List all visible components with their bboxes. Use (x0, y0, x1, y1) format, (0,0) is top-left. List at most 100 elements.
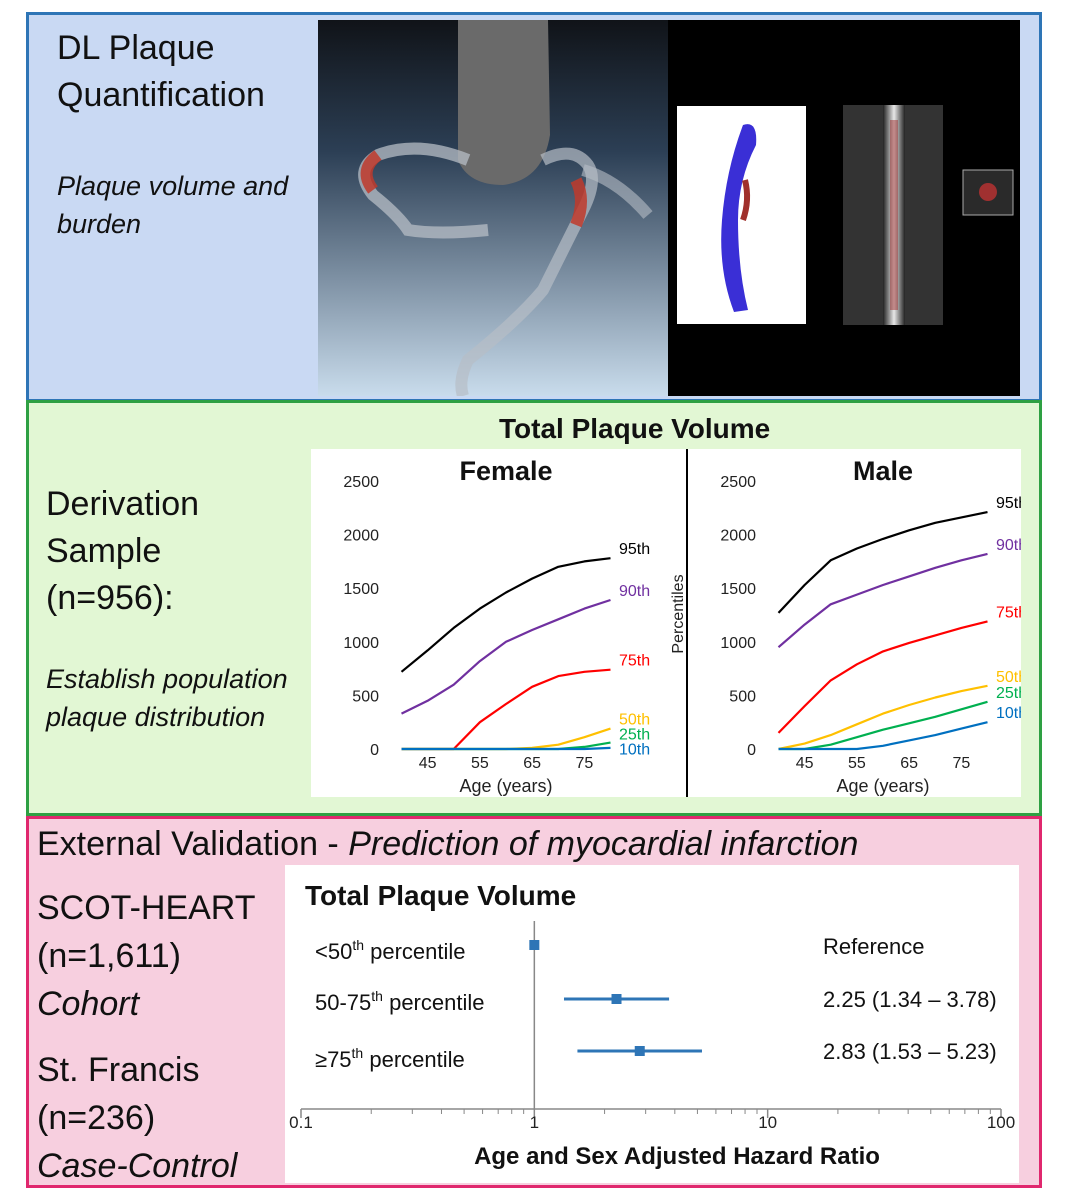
panel2-sub-line2: plaque distribution (46, 702, 266, 732)
percentile-chart-title: Total Plaque Volume (499, 413, 771, 444)
panel2-heading-line2: Sample (46, 532, 162, 570)
forest-row-label: ≥75th percentile (315, 1045, 465, 1072)
series-label-25th: 25th (996, 685, 1021, 702)
y-tick-label: 2000 (343, 528, 379, 545)
x-tick-label: 55 (471, 755, 489, 772)
x-tick-label: 65 (900, 755, 918, 772)
series-label-50th: 50th (619, 712, 650, 729)
vessel-lumen-shape (721, 124, 757, 313)
series-label-75th: 75th (619, 653, 650, 670)
series-line-50th (401, 727, 611, 751)
y-axis-label: Percentiles (670, 574, 687, 653)
cohort1-line3: Cohort (37, 985, 140, 1023)
forest-tick-label: 100 (987, 1113, 1015, 1132)
y-tick-label: 1500 (720, 581, 756, 598)
series-line-90th (401, 598, 611, 715)
series-line-95th (400, 557, 611, 673)
x-tick-label: 75 (576, 755, 594, 772)
x-tick-label: 45 (419, 755, 437, 772)
forest-point-marker (611, 994, 622, 1004)
panel-derivation: Derivation Sample (n=956): Establish pop… (26, 400, 1064, 816)
panel1-subtitle-line2: burden (57, 209, 142, 239)
coronary-ct-render-image (318, 20, 1020, 398)
cohort2-line2: (n=236) (37, 1099, 156, 1137)
x-axis-label: Age (years) (459, 776, 552, 796)
forest-tick-label: 0.1 (289, 1113, 313, 1132)
series-label-10th: 10th (619, 742, 650, 759)
x-tick-label: 65 (523, 755, 541, 772)
series-label-95th: 95th (996, 495, 1021, 512)
series-label-90th: 90th (619, 583, 650, 600)
forest-x-axis-label: Age and Sex Adjusted Hazard Ratio (474, 1143, 880, 1170)
series-line-25th (778, 700, 988, 751)
forest-point-marker (634, 1046, 645, 1056)
panel1-title-line2: Quantification (57, 76, 265, 114)
x-axis-label: Age (years) (836, 776, 929, 796)
panel-external-validation: External Validation - Prediction of myoc… (26, 816, 1042, 1188)
cohort1-line1: SCOT-HEART (37, 889, 256, 927)
validation-title: External Validation - Prediction of myoc… (37, 825, 858, 864)
y-tick-label: 1500 (343, 581, 379, 598)
x-tick-label: 55 (848, 755, 866, 772)
y-tick-label: 2000 (720, 528, 756, 545)
series-label-75th: 75th (996, 604, 1021, 621)
aorta-shape (458, 20, 550, 185)
right-artery-shape (455, 147, 598, 398)
y-tick-label: 2500 (343, 474, 379, 491)
right-branch-shape (581, 164, 653, 219)
series-label-10th: 10th (996, 705, 1021, 722)
forest-point-marker (529, 940, 540, 950)
y-tick-label: 500 (352, 688, 379, 705)
x-tick-label: 75 (953, 755, 971, 772)
right-plaque-segment (570, 177, 587, 228)
validation-title-plain: External Validation - (37, 825, 349, 863)
validation-title-italic: Prediction of myocardial infarction (348, 825, 859, 863)
panel1-subtitle-line1: Plaque volume and (57, 171, 289, 201)
y-tick-label: 2500 (720, 474, 756, 491)
panel-dl-quantification: DL Plaque Quantification Plaque volume a… (26, 12, 1042, 402)
cross-section-plaque (979, 183, 997, 201)
percentile-chart-male: Male 0 500 1000 1500 2000 2500 45 55 65 75 Age (yea… (720, 456, 1064, 796)
y-tick-label: 0 (747, 742, 756, 759)
left-plaque-segment (360, 150, 382, 194)
vessel-plaque-shape (740, 179, 751, 221)
panel2-heading-line3: (n=956): (46, 579, 174, 617)
series-label-95th: 95th (619, 541, 650, 558)
panel2-heading-line1: Derivation (46, 485, 200, 523)
left-artery-shape (358, 142, 489, 239)
series-line-75th (401, 668, 611, 751)
forest-tick-label: 1 (530, 1113, 539, 1132)
panel1-title-line1: DL Plaque (57, 29, 215, 67)
forest-row-value: Reference (823, 934, 925, 959)
series-line-50th (778, 684, 988, 751)
y-tick-label: 500 (729, 688, 756, 705)
forest-tick-label: 10 (758, 1113, 777, 1132)
y-tick-label: 0 (370, 742, 379, 759)
series-line-10th (778, 721, 988, 751)
forest-row-value: 2.83 (1.53 – 5.23) (823, 1039, 997, 1064)
straightened-plaque (890, 120, 898, 310)
series-label-90th: 90th (996, 537, 1021, 554)
percentile-charts: Female 0 500 1000 1500 2000 2500 45 55 65 75 Age (y… (311, 449, 1064, 797)
forest-row-value: 2.25 (1.34 – 3.78) (823, 987, 997, 1012)
series-label-50th: 50th (996, 669, 1021, 686)
series-line-90th (777, 552, 988, 649)
forest-row-label: <50th percentile (315, 937, 466, 964)
cohort2-line3: Case-Control (37, 1147, 238, 1185)
y-tick-label: 1000 (720, 635, 756, 652)
series-label-25th: 25th (619, 727, 650, 744)
chart-subtitle: Male (853, 456, 913, 486)
cohort1-line2: (n=1,611) (37, 937, 181, 975)
forest-row-label: 50-75th percentile (315, 988, 484, 1015)
percentile-chart-female: Female 0 500 1000 1500 2000 2500 45 55 65 75 Age (y… (343, 456, 687, 796)
chart-subtitle: Female (459, 456, 552, 486)
cohort2-line1: St. Francis (37, 1051, 200, 1089)
forest-title: Total Plaque Volume (305, 880, 576, 911)
y-tick-label: 1000 (343, 635, 379, 652)
series-line-10th (401, 746, 611, 751)
series-line-95th (777, 511, 988, 614)
forest-plot: Total Plaque Volume 0.1 1 10 100 Age and Sex … (285, 865, 1019, 1183)
series-line-75th (777, 620, 988, 734)
x-tick-label: 45 (796, 755, 814, 772)
panel2-sub-line1: Establish population (46, 664, 288, 694)
